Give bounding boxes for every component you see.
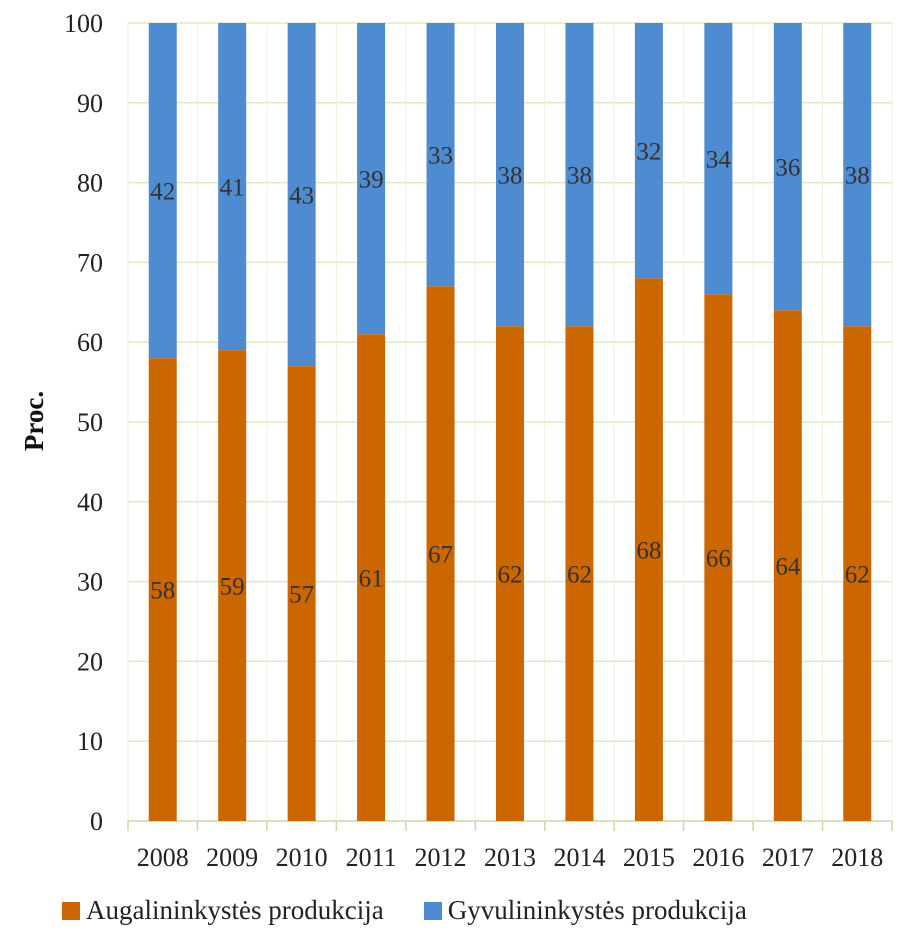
legend-swatch-augalininkystes (62, 901, 80, 920)
data-label: 59 (220, 574, 245, 601)
y-tick-label: 50 (77, 408, 103, 437)
x-tick-label: 2015 (623, 843, 675, 872)
y-tick-label: 100 (64, 9, 103, 38)
legend-item-augalininkystes: Augalininkystės produkcija (62, 895, 384, 926)
y-tick-label: 30 (77, 568, 103, 597)
data-label: 58 (150, 578, 175, 605)
data-label: 57 (289, 582, 314, 609)
bar-augalininkystes (634, 278, 663, 821)
y-tick-label: 70 (77, 248, 103, 277)
data-label: 38 (498, 163, 523, 190)
y-tick-labels: 0 10 20 30 40 50 60 70 80 90 100 (64, 9, 103, 836)
y-axis-label: Proc. (19, 391, 49, 451)
bars (148, 23, 872, 822)
bar-gyvulininkystes (148, 23, 177, 359)
bar-gyvulininkystes (218, 23, 247, 351)
bar-gyvulininkystes (843, 23, 872, 327)
x-tick-label: 2013 (484, 843, 536, 872)
bar-augalininkystes (565, 326, 594, 821)
bar-gyvulininkystes (496, 23, 524, 327)
data-label: 38 (845, 163, 870, 190)
data-label: 36 (775, 155, 800, 182)
legend: Augalininkystės produkcija Gyvulininkyst… (62, 895, 787, 926)
x-tick-label: 2009 (206, 843, 258, 872)
x-tick-labels: 2008 2009 2010 2011 2012 2013 2014 2015 2016 2017… (137, 843, 884, 872)
bar-gyvulininkystes (704, 23, 733, 295)
bar-gyvulininkystes (773, 23, 802, 311)
y-tick-label: 90 (77, 89, 103, 118)
data-label: 62 (567, 562, 592, 589)
data-label: 62 (498, 562, 523, 589)
bar-gyvulininkystes (287, 23, 316, 367)
y-tick-label: 40 (77, 488, 103, 517)
data-label: 67 (428, 542, 453, 569)
legend-label-augalininkystes: Augalininkystės produkcija (86, 895, 384, 925)
y-tick-label: 80 (77, 169, 103, 198)
bar-gyvulininkystes (565, 23, 594, 327)
bar-augalininkystes (773, 310, 802, 821)
y-tick-label: 10 (77, 727, 103, 756)
data-labels: 58 42 59 41 57 43 61 39 67 33 62 38 62 38 68 32 66 34 64 36… (150, 139, 870, 609)
data-label: 32 (636, 139, 661, 166)
x-tick-label: 2010 (276, 843, 328, 872)
bar-augalininkystes (496, 326, 524, 821)
bar-augalininkystes (218, 350, 247, 821)
bar-augalininkystes (357, 334, 386, 821)
x-tick-label: 2014 (553, 843, 605, 872)
bar-augalininkystes (148, 358, 177, 821)
x-tick-label: 2011 (346, 843, 397, 872)
legend-swatch-gyvulininkystes (423, 901, 442, 920)
data-label: 61 (359, 566, 384, 593)
bar-gyvulininkystes (634, 23, 663, 279)
x-tick-label: 2018 (831, 843, 883, 872)
bar-augalininkystes (704, 294, 733, 821)
bar-gyvulininkystes (426, 23, 455, 287)
data-label: 62 (845, 562, 870, 589)
data-label: 41 (220, 175, 245, 202)
bar-augalininkystes (426, 286, 455, 822)
data-label: 68 (636, 538, 661, 565)
bar-gyvulininkystes (357, 23, 386, 335)
data-label: 39 (359, 167, 384, 194)
data-label: 42 (150, 179, 175, 206)
bar-augalininkystes (843, 326, 872, 821)
data-label: 66 (706, 546, 731, 573)
data-label: 38 (567, 163, 592, 190)
y-tick-label: 60 (77, 328, 103, 357)
data-label: 64 (775, 554, 801, 581)
x-tick-label: 2012 (415, 843, 467, 872)
data-label: 43 (289, 183, 314, 210)
x-tick-label: 2017 (762, 843, 814, 872)
bar-augalininkystes (287, 366, 316, 821)
y-tick-label: 20 (77, 647, 103, 676)
legend-label-gyvulininkystes: Gyvulininkystės produkcija (447, 895, 747, 925)
data-label: 33 (428, 143, 453, 170)
x-tick-label: 2008 (137, 843, 189, 872)
legend-item-gyvulininkystes: Gyvulininkystės produkcija (423, 895, 747, 926)
data-label: 34 (706, 147, 732, 174)
stacked-bar-chart: 58 42 59 41 57 43 61 39 67 33 62 38 62 38 68 32 66 34 64 36… (19, 9, 893, 872)
x-tick-label: 2016 (692, 843, 744, 872)
y-tick-label: 0 (90, 807, 103, 836)
